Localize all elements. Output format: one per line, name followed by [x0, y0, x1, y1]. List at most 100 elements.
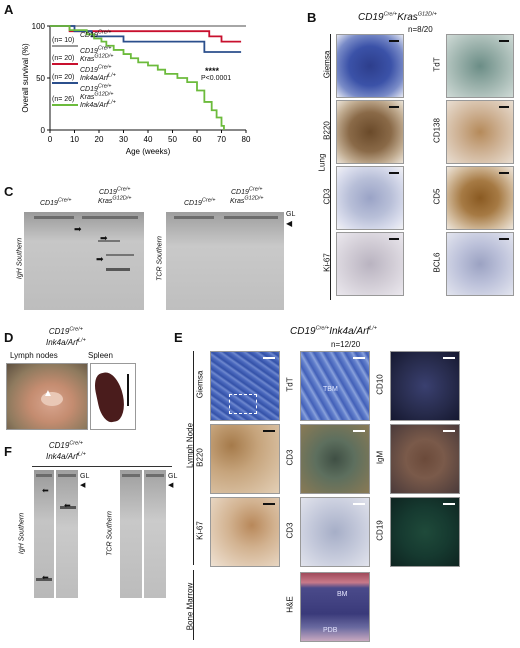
lung-stain-cd5 — [446, 166, 514, 230]
scale-bar — [443, 503, 455, 505]
x-axis-label: Age (weeks) — [126, 147, 171, 156]
legend-n: (n= 10) — [52, 37, 75, 44]
scale-bar — [499, 172, 509, 174]
pvalue: P<0.0001 — [201, 75, 232, 82]
scale-bar — [389, 172, 399, 174]
panel-label-d: D — [4, 330, 14, 345]
lymph-node-stain-b220 — [210, 424, 280, 494]
panel-label-f: F — [4, 444, 12, 459]
lymph-nodes-label: Lymph nodes — [10, 351, 58, 360]
lymph-node-bracket — [193, 351, 194, 565]
igh-southern-blot-f2 — [56, 470, 78, 598]
stain-label: Ki-67 — [195, 521, 205, 540]
legend-n: (n= 20) — [52, 55, 75, 62]
x-tick-label: 30 — [119, 135, 128, 144]
igh-southern-blot-f — [34, 470, 54, 598]
stain-label: H&E — [285, 596, 295, 613]
gl-label-f1: GL — [80, 473, 90, 480]
gl-label-f2: GL — [168, 473, 178, 480]
stain-label: B220 — [195, 448, 205, 467]
stain-label: Giemsa — [195, 370, 205, 399]
scale-bar — [443, 357, 455, 359]
y-tick-label: 100 — [32, 22, 46, 31]
legend-item-4: (n= 26) CD19Cre/+ KrasG12D/+ Ink4a/ArfL/… — [52, 84, 162, 110]
stain-label: CD10 — [375, 374, 385, 395]
scale-bar — [263, 503, 275, 505]
spleen-label: Spleen — [88, 351, 113, 360]
igh-southern-blot — [24, 212, 144, 310]
x-tick-label: 20 — [95, 135, 104, 144]
scale-bar — [499, 238, 509, 240]
legend-line1: CD19Cre/+ — [80, 29, 112, 39]
scale-bar — [353, 503, 365, 505]
stain-label: CD3 — [322, 188, 332, 205]
legend-line2: KrasG12D/+ — [80, 91, 114, 101]
gl-label: GL — [286, 211, 296, 218]
legend-swatch — [52, 63, 78, 65]
panel-label-c: C — [4, 184, 14, 199]
panel-b-title: CD19Cre/+KrasG12D/+ — [358, 11, 437, 23]
y-axis-label: Overall survival (%) — [21, 43, 30, 113]
tcr-southern-blot-f2 — [144, 470, 166, 598]
panel-d-title: CD19Cre/+ Ink4a/ArfL/+ — [46, 326, 86, 347]
arrow-icon: ⬅ — [64, 501, 71, 510]
blot-c2-lane1: CD19Cre/+ — [184, 197, 216, 207]
panel-f-title: CD19Cre/+ Ink4a/ArfL/+ — [46, 440, 86, 461]
lung-stain-b220 — [336, 100, 404, 164]
legend-swatch — [52, 45, 78, 47]
legend-line3: Ink4a/ArfL/+ — [80, 99, 116, 109]
scale-bar — [499, 40, 509, 42]
legend-item-3: (n= 20) CD19Cre/+ Ink4a/ArfL/+ — [52, 65, 162, 84]
stain-label: CD3 — [285, 449, 295, 466]
lymph-node-stain-giemsa — [210, 351, 280, 421]
zoom-inset-box — [229, 394, 257, 414]
bone-marrow-he: BM PDB — [300, 572, 370, 642]
bone-marrow-bracket — [193, 570, 194, 640]
arrowhead-icon: ◀ — [168, 482, 174, 489]
lymph-node-stain-he — [300, 497, 370, 567]
stain-label: BCL6 — [432, 252, 442, 273]
scale-bar — [263, 357, 275, 359]
scale-bar — [443, 430, 455, 432]
legend-swatch — [52, 82, 78, 84]
stain-label: Ki-67 — [322, 253, 332, 272]
stain-label: TdT — [432, 57, 442, 72]
stain-label: CD138 — [432, 118, 442, 143]
panel-f-underline — [32, 466, 172, 467]
arrow-icon: ⬅ — [42, 573, 49, 582]
lung-stain-bcl6 — [446, 232, 514, 296]
legend-n: (n= 26) — [52, 96, 75, 103]
legend-line1: CD19Cre/+ — [80, 64, 112, 74]
scale-bar — [499, 106, 509, 108]
scale-bar — [353, 430, 365, 432]
x-tick-label: 60 — [193, 135, 202, 144]
series-line-4 — [50, 25, 225, 130]
lymph-node-photo: ▲ — [6, 363, 88, 430]
survival-legend: (n= 10) CD19Cre/+ (n= 20) CD19Cre/+ Kras… — [52, 29, 162, 110]
scale-bar — [353, 357, 365, 359]
tcr-southern-blot — [166, 212, 284, 310]
igh-southern-label-f: IgH Southern — [18, 512, 26, 555]
y-tick-label: 0 — [41, 126, 46, 135]
scale-bar — [389, 238, 399, 240]
lung-stain-cd138 — [446, 100, 514, 164]
pdb-label: PDB — [323, 627, 338, 634]
tcr-southern-label-f: TCR Southern — [106, 511, 114, 556]
stain-label: CD5 — [432, 188, 442, 205]
scale-bar — [389, 40, 399, 42]
blot-c2-lane2: CD19Cre/+ KrasG12D/+ — [230, 186, 264, 205]
x-tick-label: 70 — [217, 135, 226, 144]
lung-stain-ki-67 — [336, 232, 404, 296]
legend-item-2: (n= 20) CD19Cre/+ KrasG12D/+ — [52, 46, 162, 65]
lymph-node-stain-cd10 — [390, 351, 460, 421]
lymph-node-stain-cd3 — [300, 424, 370, 494]
y-tick-label: 50 — [36, 74, 45, 83]
survival-chart: 0 10 20 30 40 50 60 70 80 0 50 100 Age (weeks) Overal… — [21, 22, 251, 156]
legend-line2: Ink4a/ArfL/+ — [80, 72, 116, 82]
stain-label: CD3 — [285, 522, 295, 539]
tcr-southern-label: TCR Southern — [156, 236, 164, 281]
x-tick-label: 80 — [242, 135, 251, 144]
panel-b-n: n=8/20 — [408, 25, 433, 34]
panel-label-a: A — [4, 2, 14, 17]
arrow-icon: ➡ — [96, 254, 104, 264]
